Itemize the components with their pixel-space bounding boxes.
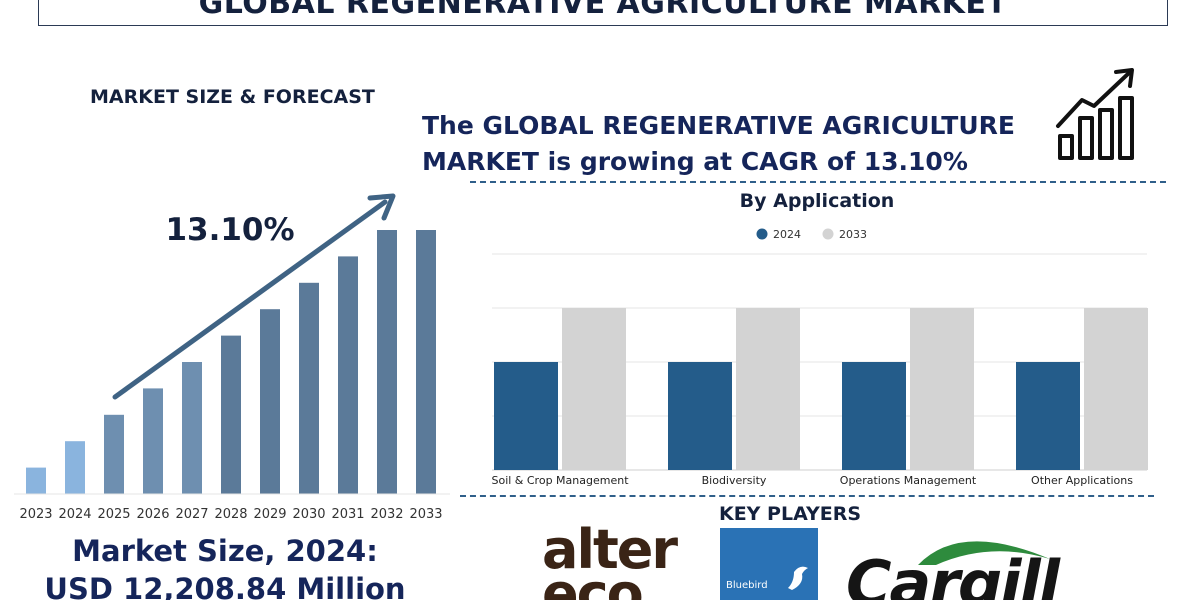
application-bar-operations-management-2033 (910, 308, 974, 470)
application-tick-other-applications: Other Applications (1031, 474, 1133, 487)
forecast-tick-2027: 2027 (175, 507, 208, 522)
application-bar-operations-management-2024 (842, 362, 906, 470)
forecast-x-axis: 2023 2024 2025 2026 2027 2028 2029 2030 2031 2032… (19, 507, 442, 522)
forecast-tick-2029: 2029 (253, 507, 286, 522)
cagr-headline: The GLOBAL REGENERATIVE AGRICULTURE MARK… (422, 108, 1015, 180)
cargill-logo: Cargill (840, 525, 1080, 600)
bluebird-logo-text: Bluebird (726, 580, 768, 591)
forecast-bar-2033 (416, 230, 436, 494)
forecast-bar-2030 (299, 282, 319, 494)
forecast-bar-2029 (260, 309, 280, 494)
forecast-tick-2033: 2033 (409, 507, 442, 522)
growth-chart-icon (1056, 68, 1134, 160)
bird-icon (788, 566, 808, 590)
headline-divider (470, 181, 1166, 183)
forecast-bar-2025 (104, 414, 124, 494)
legend-marker-2024 (756, 228, 768, 240)
header-bar: GLOBAL REGENERATIVE AGRICULTURE MARKET (38, 0, 1168, 26)
cargill-logo-text: Cargill (846, 547, 1060, 600)
market-size-line-2: USD 12,208.84 Million (44, 572, 406, 600)
application-bar-biodiversity-2033 (736, 308, 800, 470)
trend-arrow-icon (112, 193, 396, 400)
key-players-heading: KEY PLAYERS (718, 503, 862, 525)
forecast-bar-2023 (26, 467, 46, 494)
cagr-headline-line-2: MARKET is growing at CAGR of 13.10% (422, 147, 968, 176)
forecast-tick-2024: 2024 (58, 507, 91, 522)
forecast-tick-2023: 2023 (19, 507, 52, 522)
key-players-divider (460, 495, 1154, 497)
application-tick-operations-management: Operations Management (840, 474, 977, 487)
forecast-bar-2031 (338, 256, 358, 494)
forecast-tick-2032: 2032 (370, 507, 403, 522)
market-size-text: Market Size, 2024: USD 12,208.84 Million (20, 532, 430, 600)
legend-marker-2033 (822, 228, 834, 240)
application-legend: 2024 2033 (756, 228, 867, 241)
application-bar-soil-crop-management-2024 (494, 362, 558, 470)
application-x-axis: Soil & Crop Management Biodiversity Operat… (491, 474, 1133, 487)
forecast-bar-2027 (182, 362, 202, 494)
application-bar-soil-crop-management-2033 (562, 308, 626, 470)
application-bar-other-applications-2033 (1084, 308, 1148, 470)
legend-label-2024: 2024 (773, 228, 801, 241)
alter-eco-logo-line-2: eco (542, 562, 644, 600)
application-bar-chart: 2024 2033 Soil & Crop Management Biodivers… (491, 228, 1148, 487)
forecast-tick-2031: 2031 (331, 507, 364, 522)
forecast-bar-2026 (143, 388, 163, 494)
application-bar-other-applications-2024 (1016, 362, 1080, 470)
application-bar-biodiversity-2024 (668, 362, 732, 470)
application-tick-biodiversity: Biodiversity (702, 474, 767, 487)
cagr-annotation: 13.10% (165, 212, 294, 248)
alter-eco-logo: alter eco (542, 518, 702, 600)
forecast-bar-chart: 2023 2024 2025 2026 2027 2028 2029 2030 2031 2032… (14, 193, 450, 522)
cagr-headline-line-1: The GLOBAL REGENERATIVE AGRICULTURE (422, 111, 1015, 140)
forecast-tick-2028: 2028 (214, 507, 247, 522)
forecast-bar-2028 (221, 335, 241, 494)
alter-eco-logo-line-1: alter (542, 518, 678, 581)
forecast-tick-2026: 2026 (136, 507, 169, 522)
forecast-bar-2032 (377, 230, 397, 494)
legend-label-2033: 2033 (839, 228, 867, 241)
forecast-tick-2025: 2025 (97, 507, 130, 522)
bluebird-logo: Bluebird (720, 528, 818, 600)
cargill-leaf-icon (918, 541, 1050, 565)
application-chart-title: By Application (739, 190, 895, 212)
application-tick-soil-crop-management: Soil & Crop Management (491, 474, 629, 487)
forecast-tick-2030: 2030 (292, 507, 325, 522)
page-title: GLOBAL REGENERATIVE AGRICULTURE MARKET (198, 0, 1008, 21)
application-bars (494, 308, 1148, 470)
forecast-bars (26, 230, 436, 494)
market-size-forecast-heading: MARKET SIZE & FORECAST (90, 86, 375, 108)
forecast-bar-2024 (65, 441, 85, 494)
market-size-line-1: Market Size, 2024: (72, 534, 378, 568)
